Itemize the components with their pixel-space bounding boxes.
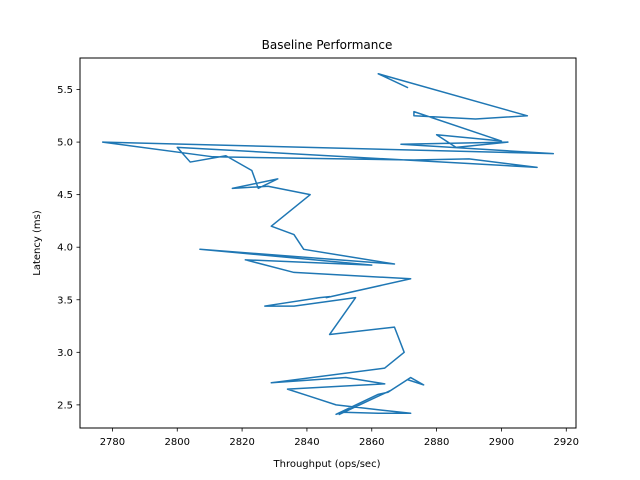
x-axis-ticks: 2780 2800 2820 2840 2860 2880 2900 2920 xyxy=(100,428,579,448)
x-tick-label: 2880 xyxy=(424,437,449,448)
y-axis-label: Latency (ms) xyxy=(32,210,43,276)
chart-title: Baseline Performance xyxy=(262,38,393,52)
y-tick-label: 5.5 xyxy=(57,85,73,96)
plot-frame xyxy=(79,57,577,429)
x-axis-label: Throughput (ops/sec) xyxy=(273,459,381,470)
series-line-1 xyxy=(101,73,555,416)
y-tick-label: 3.5 xyxy=(57,295,73,306)
plot-area xyxy=(80,58,576,428)
y-tick-label: 4.5 xyxy=(57,190,73,201)
data-layer xyxy=(101,73,555,416)
y-tick-label: 2.5 xyxy=(57,400,73,411)
x-tick-label: 2780 xyxy=(100,437,125,448)
x-tick-label: 2860 xyxy=(359,437,384,448)
y-tick-label: 3.0 xyxy=(57,348,73,359)
x-tick-label: 2840 xyxy=(294,437,319,448)
y-axis-ticks: 2.5 3.0 3.5 4.0 4.5 5.0 5.5 xyxy=(57,85,80,411)
x-tick-label: 2820 xyxy=(229,437,254,448)
y-tick-label: 4.0 xyxy=(57,243,73,254)
x-tick-label: 2920 xyxy=(554,437,579,448)
x-tick-label: 2900 xyxy=(489,437,514,448)
x-tick-label: 2800 xyxy=(165,437,190,448)
y-tick-label: 5.0 xyxy=(57,138,73,149)
